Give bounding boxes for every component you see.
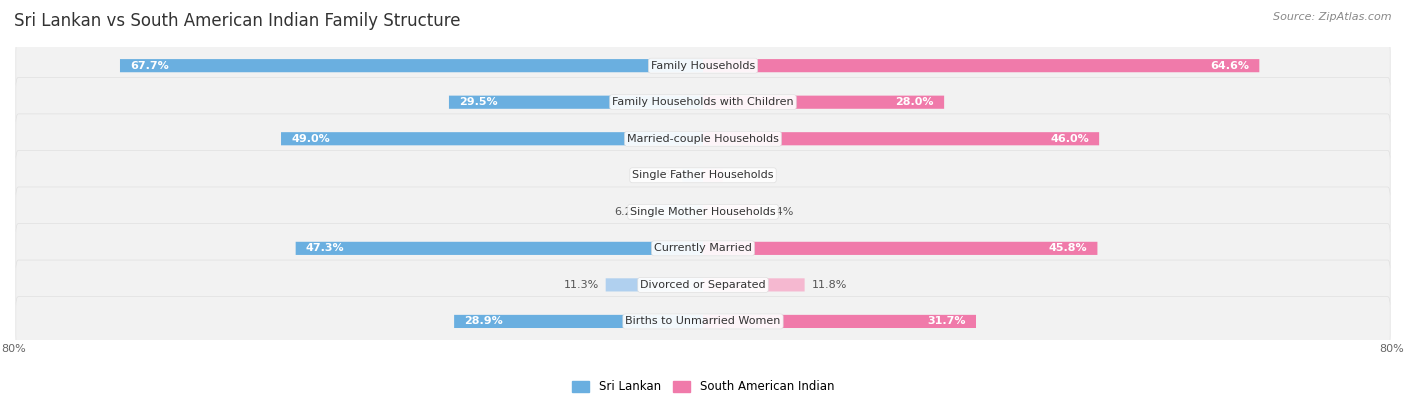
FancyBboxPatch shape	[703, 242, 1098, 255]
FancyBboxPatch shape	[682, 169, 703, 182]
FancyBboxPatch shape	[15, 297, 1391, 346]
Text: 64.6%: 64.6%	[1211, 61, 1249, 71]
Text: 46.0%: 46.0%	[1050, 134, 1088, 144]
FancyBboxPatch shape	[703, 59, 1260, 72]
Text: Single Father Households: Single Father Households	[633, 170, 773, 180]
Text: Divorced or Separated: Divorced or Separated	[640, 280, 766, 290]
FancyBboxPatch shape	[281, 132, 703, 145]
Text: Family Households with Children: Family Households with Children	[612, 97, 794, 107]
Text: 2.3%: 2.3%	[730, 170, 758, 180]
Text: Births to Unmarried Women: Births to Unmarried Women	[626, 316, 780, 326]
FancyBboxPatch shape	[703, 205, 758, 218]
Text: Married-couple Households: Married-couple Households	[627, 134, 779, 144]
FancyBboxPatch shape	[15, 224, 1391, 273]
FancyBboxPatch shape	[15, 187, 1391, 237]
Text: 11.8%: 11.8%	[811, 280, 846, 290]
Text: 47.3%: 47.3%	[307, 243, 344, 253]
Text: Single Mother Households: Single Mother Households	[630, 207, 776, 217]
Text: Source: ZipAtlas.com: Source: ZipAtlas.com	[1274, 12, 1392, 22]
Legend: Sri Lankan, South American Indian: Sri Lankan, South American Indian	[567, 376, 839, 395]
FancyBboxPatch shape	[703, 278, 804, 292]
FancyBboxPatch shape	[120, 59, 703, 72]
FancyBboxPatch shape	[15, 114, 1391, 164]
FancyBboxPatch shape	[703, 96, 945, 109]
Text: 49.0%: 49.0%	[291, 134, 330, 144]
Text: Family Households: Family Households	[651, 61, 755, 71]
FancyBboxPatch shape	[703, 132, 1099, 145]
Text: 11.3%: 11.3%	[564, 280, 599, 290]
FancyBboxPatch shape	[703, 169, 723, 182]
Text: 6.4%: 6.4%	[765, 207, 793, 217]
Text: 2.4%: 2.4%	[647, 170, 675, 180]
FancyBboxPatch shape	[449, 96, 703, 109]
Text: 67.7%: 67.7%	[131, 61, 169, 71]
FancyBboxPatch shape	[15, 41, 1391, 90]
FancyBboxPatch shape	[15, 260, 1391, 310]
Text: Sri Lankan vs South American Indian Family Structure: Sri Lankan vs South American Indian Fami…	[14, 12, 461, 30]
Text: 31.7%: 31.7%	[927, 316, 966, 326]
FancyBboxPatch shape	[606, 278, 703, 292]
FancyBboxPatch shape	[295, 242, 703, 255]
FancyBboxPatch shape	[703, 315, 976, 328]
Text: 28.0%: 28.0%	[896, 97, 934, 107]
Text: 6.2%: 6.2%	[614, 207, 643, 217]
FancyBboxPatch shape	[15, 77, 1391, 127]
Text: 29.5%: 29.5%	[460, 97, 498, 107]
Text: 45.8%: 45.8%	[1049, 243, 1087, 253]
Text: 28.9%: 28.9%	[464, 316, 503, 326]
FancyBboxPatch shape	[650, 205, 703, 218]
FancyBboxPatch shape	[454, 315, 703, 328]
Text: Currently Married: Currently Married	[654, 243, 752, 253]
FancyBboxPatch shape	[15, 150, 1391, 200]
